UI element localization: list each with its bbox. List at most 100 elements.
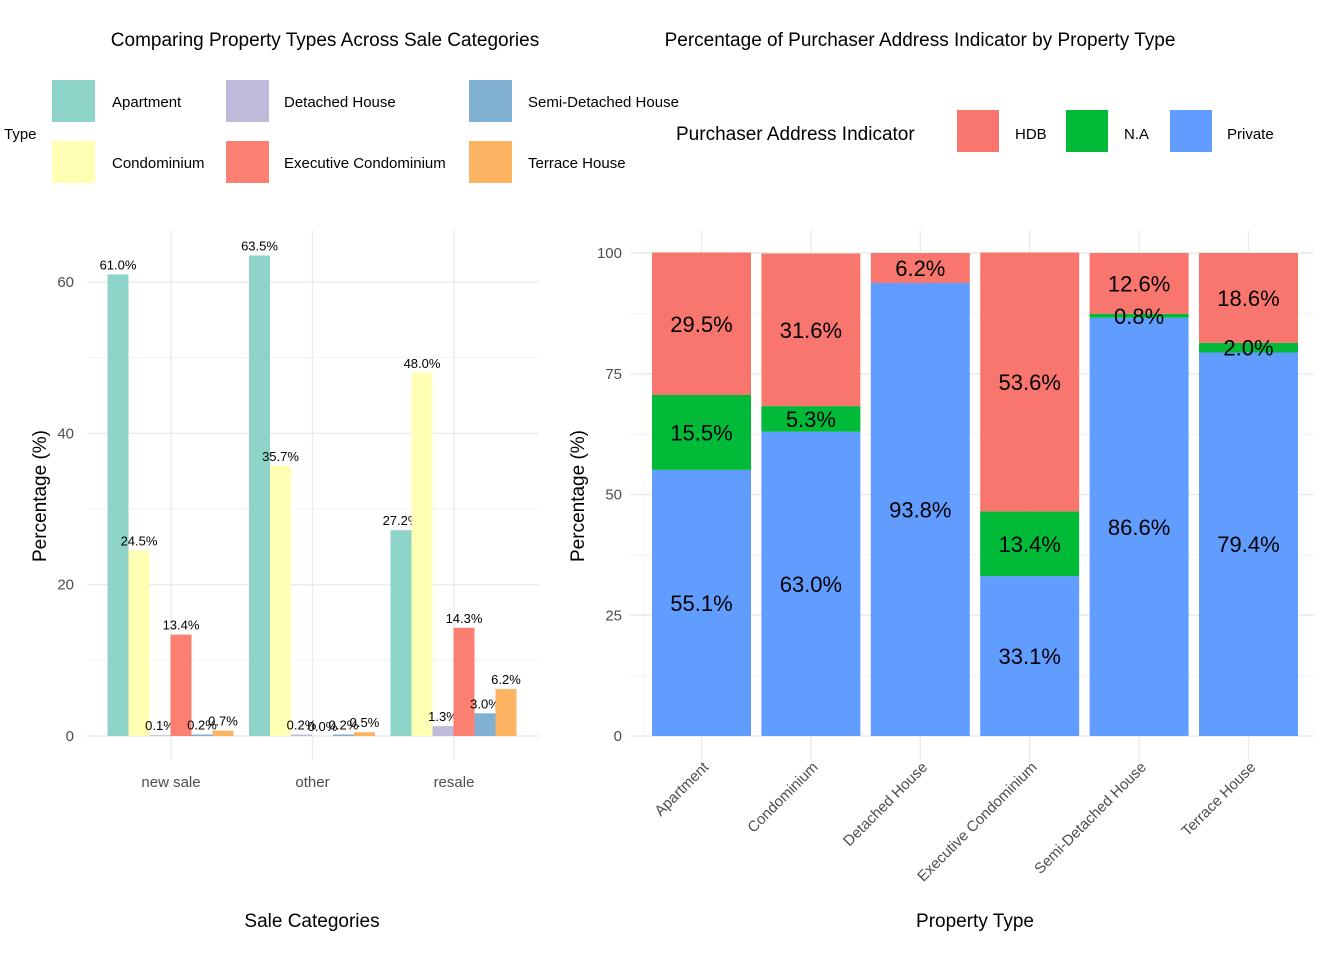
right-legend: HDB N.A Private	[957, 110, 1274, 152]
right-segment-label: 12.6%	[1108, 271, 1170, 296]
left-bar-label: 61.0%	[100, 257, 137, 272]
left-x-tick-label: resale	[434, 774, 475, 791]
left-legend-key	[226, 80, 269, 122]
right-segment-label: 63.0%	[780, 572, 842, 597]
right-stacked-bar-segment	[980, 252, 1080, 512]
right-segment-label: 2.0%	[1223, 336, 1273, 361]
left-legend-label: Semi-Detached House	[528, 94, 679, 111]
right-legend-title: Purchaser Address Indicator	[676, 124, 915, 145]
right-stacked-bar-segment	[1089, 317, 1189, 736]
right-legend-label: HDB	[1015, 126, 1047, 143]
left-bar-label: 0.0%	[308, 719, 338, 734]
right-segment-label: 55.1%	[670, 591, 732, 616]
left-bar	[333, 734, 354, 736]
left-bar	[249, 255, 270, 736]
right-chart-title: Percentage of Purchaser Address Indicato…	[665, 30, 1176, 51]
right-y-tick-label: 100	[597, 245, 622, 262]
right-legend-key	[1170, 110, 1212, 152]
right-stacked-bar-segment	[761, 431, 861, 736]
left-bar-label: 0.2%	[187, 717, 217, 732]
left-y-tick-label: 0	[66, 728, 74, 745]
left-bar	[411, 372, 433, 736]
left-legend-title: Type	[4, 126, 37, 143]
right-segment-label: 53.6%	[999, 370, 1061, 395]
left-x-axis-label: Sale Categories	[244, 911, 379, 932]
left-y-axis-label: Percentage (%)	[30, 430, 51, 562]
left-legend-label: Apartment	[112, 94, 182, 111]
right-segment-label: 18.6%	[1217, 286, 1279, 311]
right-stacked-bar-segment	[761, 406, 861, 432]
right-y-tick-label: 0	[614, 728, 622, 745]
right-stacked-bar-segment	[1199, 253, 1298, 343]
left-y-tick-label: 20	[57, 577, 74, 594]
right-segment-label: 86.6%	[1108, 515, 1170, 540]
left-bar-label: 6.2%	[491, 672, 521, 687]
left-x-tick-label: new sale	[141, 774, 200, 791]
left-bar-label: 14.3%	[446, 611, 483, 626]
right-segment-label: 33.1%	[999, 644, 1061, 669]
left-bar	[495, 689, 517, 736]
right-y-axis-label: Percentage (%)	[568, 430, 589, 562]
left-legend-key	[52, 80, 95, 122]
right-stacked-bar-segment	[980, 576, 1080, 736]
left-bar-label: 3.0%	[470, 696, 500, 711]
left-bar	[453, 627, 475, 736]
left-legend-label: Detached House	[284, 94, 396, 111]
right-stacked-bar-segment	[980, 511, 1080, 577]
right-plot: 0 25 50 75 100 55.1% 15.5% 29.5% Apartment 63.0% 5…	[597, 230, 1314, 885]
left-legend-label: Executive Condominium	[284, 155, 446, 172]
right-segment-label: 13.4%	[999, 532, 1061, 557]
left-bar-label: 1.3%	[428, 709, 458, 724]
left-legend-key	[226, 141, 269, 183]
right-segment-label: 0.8%	[1114, 304, 1164, 329]
left-legend-key	[52, 141, 95, 183]
left-bar-label: 0.1%	[145, 718, 175, 733]
left-legend-key	[469, 141, 512, 183]
right-segment-label: 93.8%	[889, 497, 951, 522]
right-x-tick-label: Condominium	[744, 759, 821, 836]
right-stacked-bar-segment	[1199, 352, 1298, 736]
right-legend-label: N.A	[1124, 126, 1149, 143]
right-segment-label: 15.5%	[670, 420, 732, 445]
right-y-tick-label: 75	[605, 366, 622, 383]
left-y-tick-label: 40	[57, 425, 74, 442]
right-legend-key	[957, 110, 999, 152]
right-stacked-bar-segment	[652, 469, 751, 736]
right-x-axis-label: Property Type	[916, 911, 1034, 932]
left-legend-key	[469, 80, 512, 122]
left-bar-label: 35.7%	[262, 449, 299, 464]
right-legend-key	[1066, 110, 1108, 152]
left-legend-label: Condominium	[112, 155, 205, 172]
left-bar-label: 0.7%	[208, 714, 238, 729]
right-stacked-bar-segment	[1089, 313, 1189, 318]
left-bar-label: 27.2%	[383, 513, 420, 528]
left-x-tick-label: other	[295, 774, 329, 791]
left-legend: Apartment Detached House Semi-Detached Hou…	[52, 80, 679, 183]
left-bar	[170, 634, 192, 736]
right-x-tick-label: Apartment	[651, 758, 713, 820]
left-bar-label: 0.5%	[350, 715, 380, 730]
left-bar	[390, 530, 412, 736]
left-bar	[432, 726, 454, 736]
right-stacked-bar-segment	[870, 282, 970, 736]
left-bar	[212, 730, 234, 736]
right-x-tick-label: Detached House	[840, 759, 931, 850]
right-x-tick-label: Semi-Detached House	[1031, 759, 1150, 878]
right-y-tick-label: 25	[605, 607, 622, 624]
left-y-tick-label: 60	[57, 274, 74, 291]
left-bar	[107, 274, 129, 736]
right-stacked-bar-segment	[652, 395, 751, 470]
right-segment-label: 29.5%	[670, 312, 732, 337]
left-bar	[128, 550, 150, 736]
left-bar-label: 24.5%	[121, 534, 158, 549]
right-x-tick-label: Terrace House	[1178, 759, 1259, 840]
right-segment-label: 6.2%	[895, 256, 945, 281]
left-bar-label: 63.5%	[241, 239, 278, 254]
right-stacked-bar-segment	[870, 253, 970, 283]
left-bar	[191, 734, 213, 736]
right-stacked-bar-segment	[1199, 342, 1298, 353]
right-segment-label: 5.3%	[786, 407, 836, 432]
left-bar	[354, 732, 375, 736]
